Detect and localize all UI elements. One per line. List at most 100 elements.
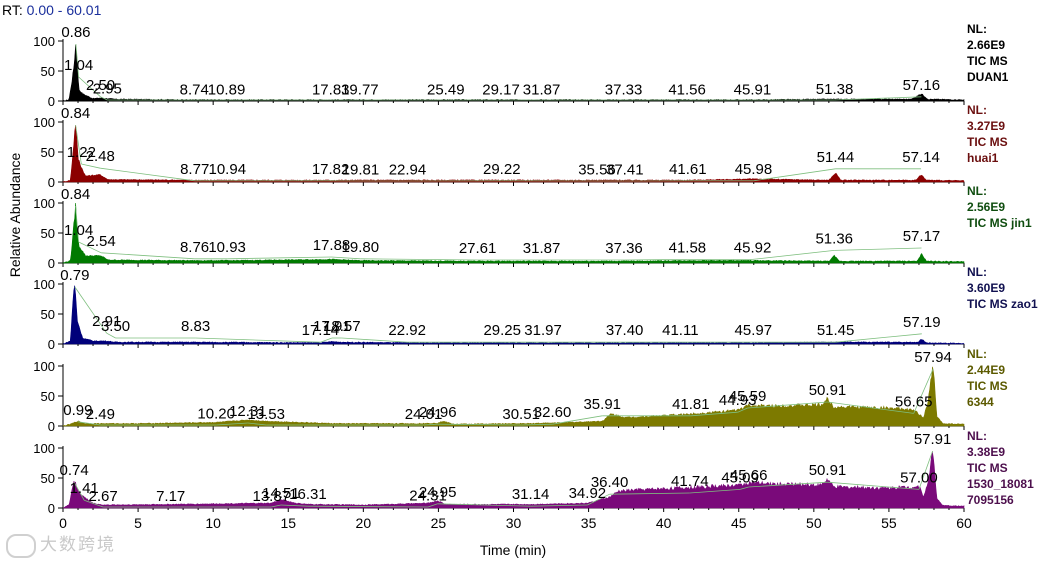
- peak-label: 51.45: [817, 322, 855, 339]
- x-tick-label: 35: [581, 515, 597, 531]
- baseline-connector: [834, 247, 922, 251]
- peak-label: 37.33: [605, 82, 643, 99]
- peak-label: 45.66: [730, 467, 768, 484]
- baseline-connector: [78, 76, 101, 98]
- rt-range-label: RT: 0.00 - 60.01: [2, 2, 101, 18]
- peak-label: 22.92: [388, 322, 426, 339]
- peak-label: 22.94: [389, 161, 427, 178]
- y-tick-label: 0: [48, 337, 55, 352]
- peak-label: 35.91: [583, 396, 621, 413]
- baseline-connector: [331, 256, 361, 260]
- watermark-text: 大数跨境: [40, 535, 116, 554]
- peak-label: 29.25: [483, 322, 521, 339]
- peak-label: 2.91: [92, 313, 121, 330]
- peak-label: 0.74: [60, 462, 89, 479]
- peak-label: 57.16: [903, 77, 941, 94]
- peak-label: 19.80: [342, 239, 380, 256]
- peak-label: 45.09: [721, 469, 759, 486]
- peak-label: 31.87: [523, 82, 561, 99]
- peak-label: 35.56: [578, 161, 616, 178]
- peak-label: 1.04: [64, 222, 93, 239]
- trace-jin1: [61, 202, 965, 264]
- y-tick-label: 50: [41, 145, 55, 160]
- peak-label: 19.77: [341, 82, 379, 99]
- x-axis-label: Time (min): [480, 542, 546, 558]
- panel-info-line: 3.38E9: [967, 445, 1005, 459]
- trace-1530_18081-7095156: [62, 451, 965, 509]
- panel-info-line: TIC MS: [967, 135, 1008, 149]
- baseline-connector: [827, 401, 914, 414]
- x-tick-label: 20: [356, 515, 372, 531]
- baseline-connector: [195, 337, 321, 343]
- peak-label: 57.00: [900, 469, 938, 486]
- baseline-connector: [739, 486, 749, 490]
- peak-label: 45.59: [729, 388, 767, 405]
- panel-info-line: 6344: [967, 395, 994, 409]
- peak-label: 44.93: [719, 392, 757, 409]
- peak-label: 57.17: [903, 228, 941, 245]
- peak-label: 10.20: [197, 405, 235, 422]
- peak-label: 1.04: [64, 57, 93, 74]
- x-tick-label: 5: [134, 515, 142, 531]
- peak-label: 2.49: [86, 406, 115, 423]
- peak-label: 41.56: [668, 82, 706, 99]
- peak-label: 18.57: [323, 318, 361, 335]
- peak-label: 45.97: [735, 322, 773, 339]
- peak-label: 41.74: [671, 473, 709, 490]
- panel-info-line: NL:: [967, 103, 987, 117]
- peak-label: 2.95: [93, 80, 122, 97]
- y-tick-label: 100: [33, 441, 55, 456]
- panel-info-line: DUAN1: [967, 70, 1009, 84]
- peak-label: 17.82: [312, 161, 350, 178]
- peak-label: 2.48: [86, 148, 115, 165]
- watermark-icon: [6, 533, 36, 558]
- peak-label: 31.97: [524, 322, 562, 339]
- peak-label: 10.89: [208, 82, 246, 99]
- peak-label: 7.17: [156, 488, 185, 505]
- panel-info-line: 2.66E9: [967, 38, 1005, 52]
- baseline-connector: [341, 337, 408, 343]
- y-axis-label: Relative Abundance: [7, 153, 23, 278]
- peak-label: 37.36: [605, 240, 643, 257]
- peak-label: 57.19: [903, 314, 941, 331]
- baseline-connector: [247, 422, 267, 426]
- peak-label: 13.87: [253, 488, 291, 505]
- peak-label: 29.17: [482, 82, 520, 99]
- x-tick-label: 60: [956, 515, 972, 531]
- peak-label: 1.41: [70, 480, 99, 497]
- y-tick-label: 50: [41, 226, 55, 241]
- peak-label: 41.11: [662, 322, 698, 339]
- peak-label: 51.44: [817, 149, 855, 166]
- peak-label: 2.50: [86, 77, 115, 94]
- x-tick-label: 45: [731, 515, 747, 531]
- peak-label: 19.81: [342, 161, 380, 178]
- peak-label: 0.99: [63, 402, 92, 419]
- peak-label: 24.01: [405, 406, 443, 423]
- peak-label: 17.91: [313, 318, 351, 335]
- peak-label: 57.14: [902, 149, 940, 166]
- rt-prefix: RT:: [2, 2, 23, 18]
- baseline-connector: [73, 482, 85, 501]
- baseline-connector: [835, 333, 922, 343]
- peak-label: 8.76: [180, 239, 209, 256]
- baseline-connector: [747, 401, 828, 409]
- peak-label: 57.94: [914, 349, 952, 366]
- baseline-connector: [77, 421, 101, 426]
- baseline-connector: [834, 96, 922, 101]
- peak-label: 24.96: [419, 404, 457, 421]
- y-tick-label: 50: [41, 389, 55, 404]
- baseline-connector: [624, 259, 688, 261]
- y-tick-label: 100: [33, 277, 55, 292]
- x-tick-label: 55: [881, 515, 897, 531]
- baseline-connector: [100, 167, 195, 182]
- baseline-connector: [689, 489, 741, 494]
- baseline-connector: [437, 423, 522, 426]
- y-tick-label: 100: [33, 115, 55, 130]
- peak-label: 57.91: [914, 431, 952, 448]
- panel-info-line: NL:: [967, 22, 987, 36]
- y-tick-label: 100: [33, 359, 55, 374]
